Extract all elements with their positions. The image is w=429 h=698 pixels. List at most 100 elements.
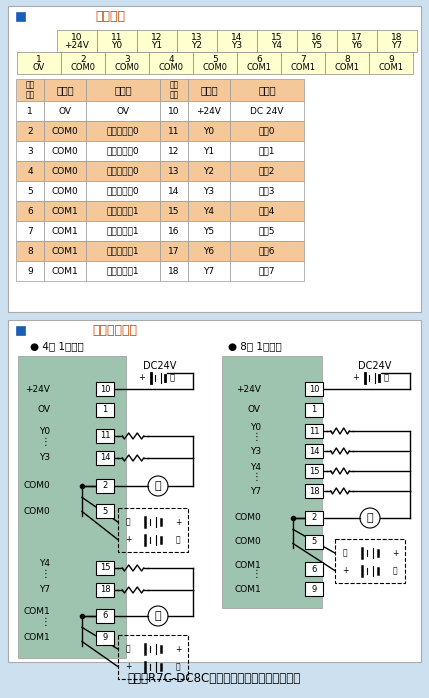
Text: Y3: Y3: [250, 447, 261, 456]
Text: +: +: [139, 373, 145, 383]
Text: 9: 9: [103, 634, 108, 642]
Text: +: +: [353, 373, 360, 383]
Text: COM1: COM1: [378, 63, 404, 71]
Bar: [97, 30, 137, 52]
Bar: [96, 583, 114, 597]
Text: 15: 15: [100, 563, 110, 572]
Bar: [86, 241, 160, 261]
Bar: [96, 382, 114, 396]
Text: COM1: COM1: [51, 226, 79, 235]
Text: 12: 12: [151, 33, 163, 41]
Text: 1: 1: [103, 406, 108, 415]
Text: Y6: Y6: [351, 41, 363, 50]
Text: ● 8点 1コモン: ● 8点 1コモン: [228, 341, 282, 351]
Text: COM1: COM1: [234, 560, 261, 570]
Bar: [230, 161, 304, 181]
Bar: [8, 320, 421, 662]
Bar: [281, 52, 325, 74]
Bar: [86, 161, 160, 181]
Bar: [305, 424, 323, 438]
Text: 17: 17: [168, 246, 180, 255]
Text: 10: 10: [100, 385, 110, 394]
Bar: [86, 141, 160, 161]
Bar: [297, 30, 337, 52]
Text: 出力7: 出力7: [259, 267, 275, 276]
Text: Y0: Y0: [250, 422, 261, 431]
Bar: [44, 101, 86, 121]
Text: Y3: Y3: [203, 186, 214, 195]
Text: ⋮: ⋮: [40, 617, 50, 627]
Bar: [16, 201, 44, 221]
Bar: [160, 161, 188, 181]
Text: 出力コモン1: 出力コモン1: [107, 246, 139, 255]
Text: 10: 10: [71, 33, 83, 41]
Text: 端子
番号: 端子 番号: [169, 80, 178, 100]
Bar: [118, 508, 188, 552]
Text: 出力4: 出力4: [259, 207, 275, 216]
Text: 機　能: 機 能: [258, 85, 276, 95]
Bar: [188, 121, 230, 141]
Bar: [96, 429, 114, 443]
Text: 出力1: 出力1: [259, 147, 275, 156]
Text: 17: 17: [351, 33, 363, 41]
Bar: [86, 201, 160, 221]
Text: 出力コモン0: 出力コモン0: [107, 147, 139, 156]
Bar: [17, 52, 61, 74]
Bar: [188, 221, 230, 241]
Text: 図４　R7C-DC8Cの端子配列と出力部の接続例: 図４ R7C-DC8Cの端子配列と出力部の接続例: [127, 671, 301, 685]
Text: 6: 6: [102, 611, 108, 621]
Text: 9: 9: [27, 267, 33, 276]
Text: －: －: [126, 644, 130, 653]
Bar: [230, 241, 304, 261]
Bar: [305, 582, 323, 596]
Text: +24V: +24V: [236, 385, 261, 394]
Text: －: －: [169, 373, 175, 383]
Bar: [188, 161, 230, 181]
Text: 端子
番号: 端子 番号: [25, 80, 35, 100]
Text: 10: 10: [168, 107, 180, 115]
Text: Y4: Y4: [272, 41, 283, 50]
Bar: [16, 101, 44, 121]
Text: COM1: COM1: [290, 63, 315, 71]
Bar: [137, 30, 177, 52]
Bar: [193, 52, 237, 74]
Text: Y3: Y3: [39, 454, 50, 463]
Bar: [105, 52, 149, 74]
Text: 出力6: 出力6: [259, 246, 275, 255]
Text: Y0: Y0: [112, 41, 123, 50]
Text: Y7: Y7: [250, 487, 261, 496]
Bar: [16, 241, 44, 261]
Text: ● 4点 1コモン: ● 4点 1コモン: [30, 341, 84, 351]
Bar: [16, 141, 44, 161]
Text: 8: 8: [27, 246, 33, 255]
Bar: [44, 201, 86, 221]
Bar: [230, 201, 304, 221]
Text: 14: 14: [231, 33, 243, 41]
Text: 15: 15: [168, 207, 180, 216]
Text: 18: 18: [391, 33, 403, 41]
Bar: [44, 221, 86, 241]
Bar: [305, 382, 323, 396]
Text: COM0: COM0: [51, 167, 79, 175]
Bar: [188, 201, 230, 221]
Bar: [86, 181, 160, 201]
Text: 2: 2: [311, 514, 317, 523]
Text: DC24V: DC24V: [358, 361, 392, 371]
Bar: [86, 101, 160, 121]
Text: +24V: +24V: [196, 107, 221, 115]
Bar: [96, 631, 114, 645]
Bar: [44, 141, 86, 161]
Text: COM0: COM0: [234, 537, 261, 547]
Text: 5: 5: [27, 186, 33, 195]
Text: 5: 5: [103, 507, 108, 516]
Text: 出力2: 出力2: [259, 167, 275, 175]
Text: 14: 14: [168, 186, 180, 195]
Bar: [188, 181, 230, 201]
Text: Y7: Y7: [203, 267, 214, 276]
Bar: [118, 635, 188, 679]
Text: ⋮: ⋮: [40, 437, 50, 447]
Text: 1: 1: [27, 107, 33, 115]
Text: 出力コモン0: 出力コモン0: [107, 126, 139, 135]
Text: COM0: COM0: [23, 507, 50, 516]
Text: 9: 9: [388, 54, 394, 64]
